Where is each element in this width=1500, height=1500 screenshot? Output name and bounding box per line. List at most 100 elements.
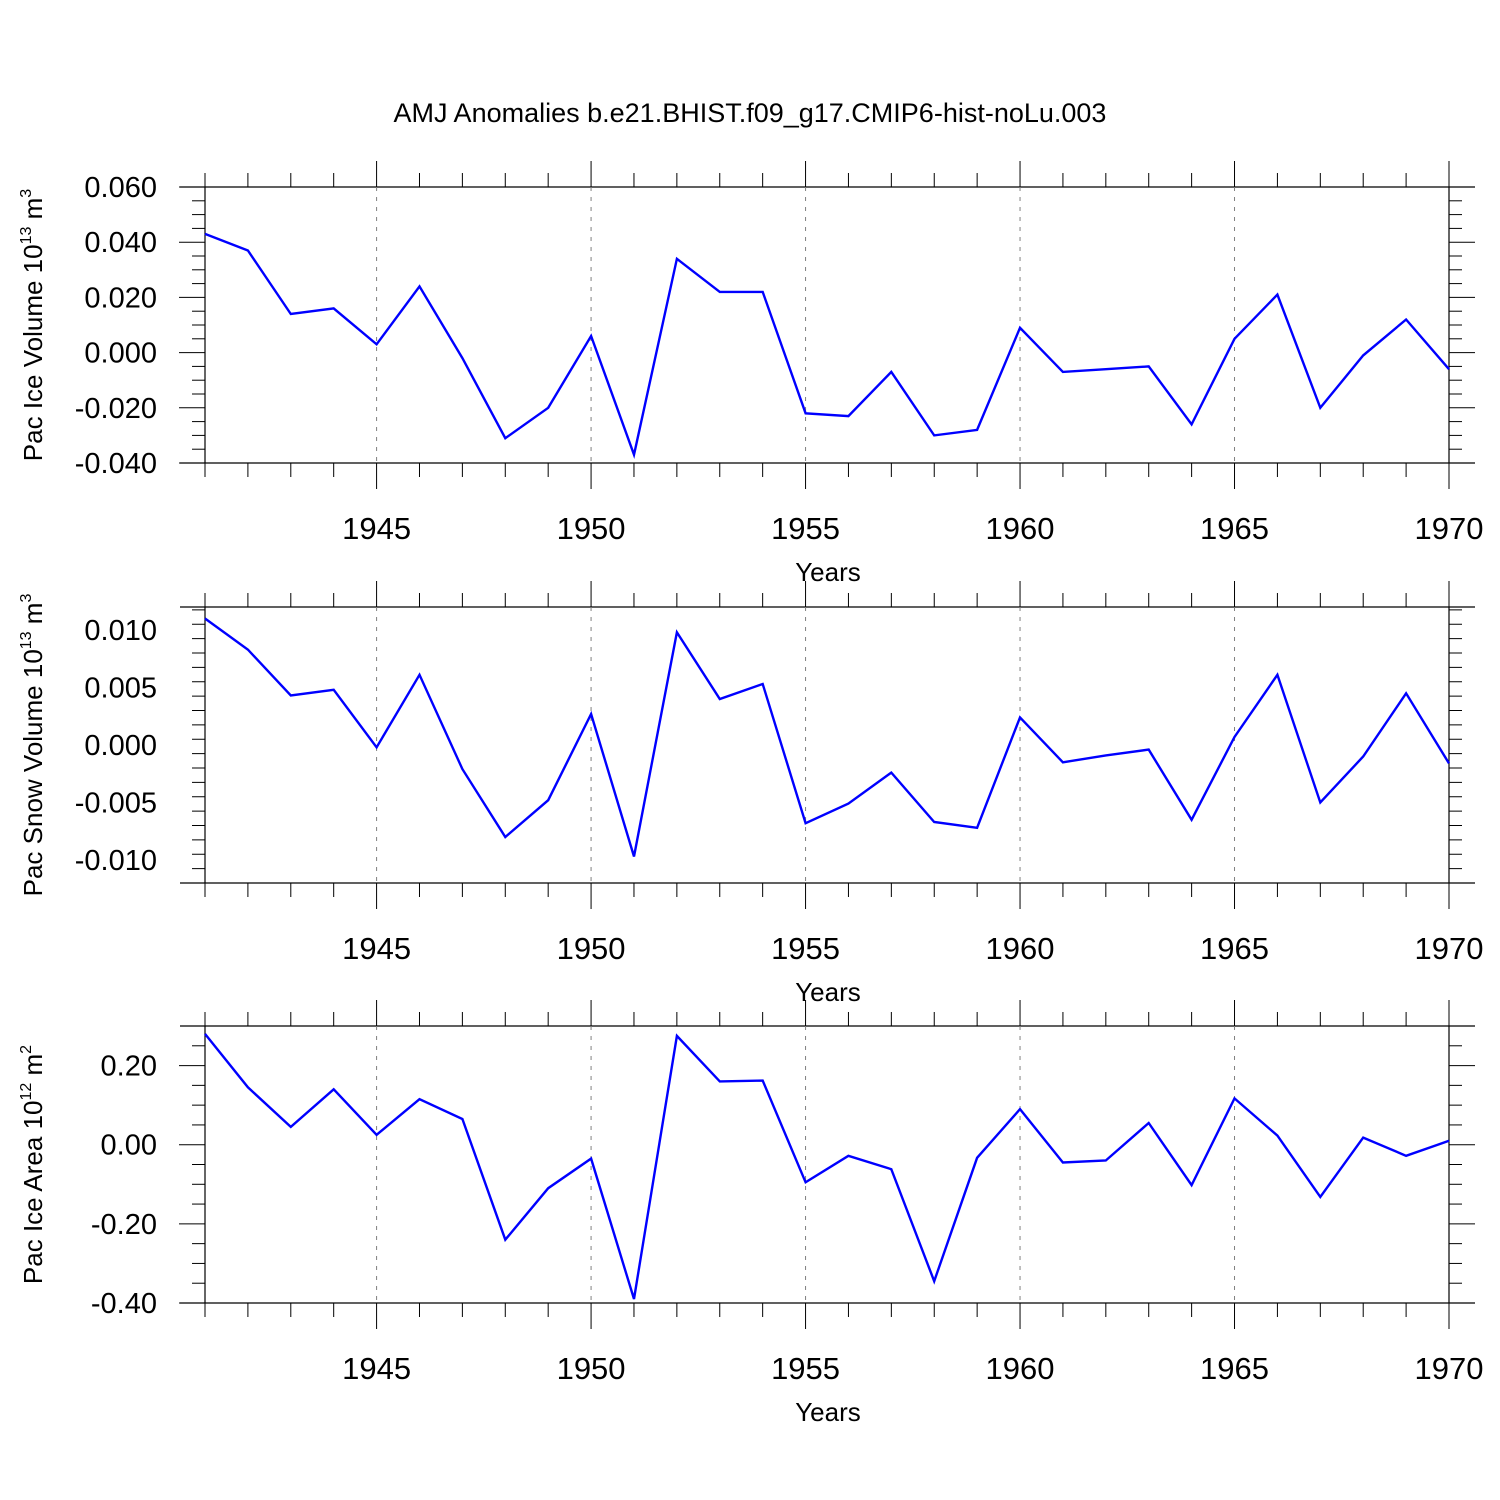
data-point bbox=[847, 1155, 849, 1157]
series-line bbox=[204, 617, 1451, 857]
data-point bbox=[762, 683, 764, 685]
data-point bbox=[890, 371, 892, 373]
y-tick-label: -0.005 bbox=[75, 788, 157, 820]
x-tick-label: 1965 bbox=[1200, 931, 1269, 966]
data-point bbox=[633, 454, 635, 456]
data-point bbox=[547, 407, 549, 409]
y-tick-label: 0.020 bbox=[84, 282, 157, 314]
data-point bbox=[1062, 1162, 1064, 1164]
data-point bbox=[1234, 1097, 1236, 1099]
panel-3: -0.40 -0.20 0.00 0.20 1945 1950 1955 1960 1965 19… bbox=[18, 1000, 1483, 1427]
data-point bbox=[1319, 407, 1321, 409]
y-axis-label-unit: m bbox=[18, 603, 48, 632]
y-axis-label-exponent: 13 bbox=[18, 226, 35, 244]
data-point bbox=[762, 291, 764, 293]
x-tick-label: 1965 bbox=[1200, 511, 1269, 546]
y-tick-label: 0.040 bbox=[84, 227, 157, 259]
panel-2: -0.010 -0.005 0.000 0.005 0.010 1945 1950 1955 1… bbox=[18, 581, 1483, 1007]
y-tick-label: 0.20 bbox=[101, 1051, 157, 1083]
y-axis-label-unit: m bbox=[18, 1054, 48, 1083]
x-tick-label: 1950 bbox=[557, 1351, 626, 1386]
data-point bbox=[805, 822, 807, 824]
data-point bbox=[933, 821, 935, 823]
data-point bbox=[976, 1157, 978, 1159]
data-point bbox=[1234, 736, 1236, 738]
data-point bbox=[290, 1126, 292, 1128]
data-point bbox=[1234, 338, 1236, 340]
data-point bbox=[418, 1098, 420, 1100]
y-tick-label: -0.40 bbox=[91, 1288, 157, 1320]
data-point bbox=[1276, 294, 1278, 296]
y-tick-label: 0.000 bbox=[84, 338, 157, 370]
data-point bbox=[461, 1118, 463, 1120]
y-axis-label-text: Pac Ice Volume 10 bbox=[18, 244, 48, 461]
data-point bbox=[1276, 1135, 1278, 1137]
data-point bbox=[1448, 1140, 1450, 1142]
data-point bbox=[461, 357, 463, 359]
data-point bbox=[976, 429, 978, 431]
data-point bbox=[1019, 1108, 1021, 1110]
series-line bbox=[204, 1033, 1450, 1300]
data-point bbox=[247, 1086, 249, 1088]
data-point bbox=[1019, 327, 1021, 329]
data-point bbox=[590, 713, 592, 715]
data-point bbox=[890, 772, 892, 774]
y-tick-label: -0.040 bbox=[75, 448, 157, 480]
data-point bbox=[290, 313, 292, 315]
data-point bbox=[719, 291, 721, 293]
y-tick-label: 0.005 bbox=[84, 673, 157, 705]
data-point bbox=[204, 618, 206, 620]
data-point bbox=[1319, 802, 1321, 804]
x-tick-label: 1970 bbox=[1415, 931, 1484, 966]
data-point bbox=[376, 343, 378, 345]
x-tick-label: 1970 bbox=[1415, 511, 1484, 546]
data-point bbox=[719, 1080, 721, 1082]
data-point bbox=[418, 285, 420, 287]
data-point bbox=[633, 856, 635, 858]
data-point bbox=[1062, 761, 1064, 763]
x-tick-label: 1955 bbox=[771, 511, 840, 546]
data-point bbox=[633, 1298, 635, 1300]
data-point bbox=[1276, 674, 1278, 676]
y-tick-label: -0.020 bbox=[75, 393, 157, 425]
y-axis-label-unit-exponent: 3 bbox=[18, 189, 35, 198]
data-point bbox=[976, 827, 978, 829]
data-point bbox=[1148, 1122, 1150, 1124]
data-point bbox=[1448, 762, 1450, 764]
data-point bbox=[1362, 354, 1364, 356]
x-tick-label: 1960 bbox=[986, 1351, 1055, 1386]
data-point bbox=[333, 689, 335, 691]
y-axis-label-exponent: 13 bbox=[18, 631, 35, 649]
x-axis-label: Years bbox=[795, 977, 861, 1007]
data-point bbox=[1448, 368, 1450, 370]
y-tick-label: 0.060 bbox=[84, 172, 157, 204]
y-axis-label-unit-exponent: 2 bbox=[18, 1045, 35, 1054]
data-point bbox=[1191, 1184, 1193, 1186]
x-tick-label: 1945 bbox=[342, 511, 411, 546]
y-tick-label: 0.010 bbox=[84, 615, 157, 647]
data-point bbox=[376, 1134, 378, 1136]
y-axis-label-unit-exponent: 3 bbox=[18, 594, 35, 603]
x-tick-label: 1960 bbox=[986, 511, 1055, 546]
x-tick-label: 1955 bbox=[771, 931, 840, 966]
data-point bbox=[1319, 1196, 1321, 1198]
data-point bbox=[1191, 819, 1193, 821]
y-axis-label-exponent: 12 bbox=[18, 1083, 35, 1101]
x-tick-label: 1945 bbox=[342, 1351, 411, 1386]
x-axis-label: Years bbox=[795, 1397, 861, 1427]
data-point bbox=[805, 412, 807, 414]
data-point bbox=[1405, 692, 1407, 694]
data-point bbox=[333, 307, 335, 309]
data-point bbox=[1148, 365, 1150, 367]
data-point bbox=[1405, 1155, 1407, 1157]
series-line bbox=[204, 232, 1450, 460]
data-point bbox=[933, 1280, 935, 1282]
data-point bbox=[1019, 716, 1021, 718]
data-point bbox=[676, 258, 678, 260]
y-axis-label-text: Pac Snow Volume 10 bbox=[18, 649, 48, 896]
data-point bbox=[547, 1187, 549, 1189]
y-axis-label-unit: m bbox=[18, 198, 48, 227]
y-axis-label: Pac Snow Volume 1013 m3 bbox=[18, 594, 48, 897]
data-point bbox=[1105, 754, 1107, 756]
